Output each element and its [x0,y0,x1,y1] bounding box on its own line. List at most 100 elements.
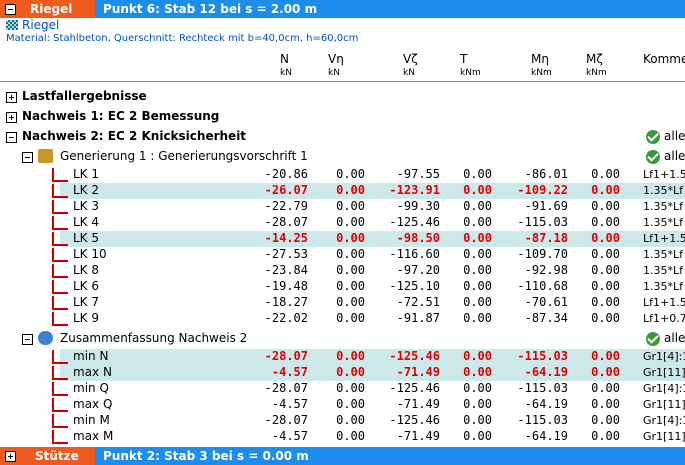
row-icon [52,398,68,412]
row-name[interactable]: max N [73,365,112,379]
row-icon [52,216,68,230]
column-unit: kN [280,68,292,78]
cell: -109.22 [517,183,568,197]
row-highlight [60,349,685,365]
row-icon [52,248,68,262]
cell: 0.00 [591,365,620,379]
cell: 0.00 [336,349,365,363]
row-name[interactable]: LK 9 [73,311,100,325]
cell: -125.46 [389,215,440,229]
group-label[interactable]: Generierung 1 : Generierungsvorschrift 1 [60,149,308,163]
cell: 0.00 [591,429,620,443]
row-name[interactable]: max M [73,429,114,443]
cell: -20.86 [264,167,308,181]
row-name[interactable]: min M [73,413,110,427]
collapse-toggle[interactable] [5,4,16,15]
cell: -115.03 [517,349,568,363]
cell: -115.03 [517,381,568,395]
tree-node[interactable]: Nachweis 2: EC 2 Knicksicherheit [22,129,247,143]
group-icon [38,331,53,345]
cell: 0.00 [336,247,365,261]
row-icon [52,168,68,182]
comment: 1.35*Lf [643,216,683,229]
cell: 0.00 [591,263,620,277]
comment: 1.35*Lf [643,200,683,213]
section-tab[interactable] [0,447,95,465]
status: alle [664,331,685,345]
cell: 0.00 [336,413,365,427]
status: alle [664,129,685,143]
cell: 0.00 [336,167,365,181]
row-name[interactable]: LK 2 [73,183,100,197]
row-highlight [60,365,685,381]
row-name[interactable]: LK 4 [73,215,100,229]
cell: -64.19 [524,365,568,379]
cell: -14.25 [264,231,308,245]
column-header: N [280,52,289,66]
cell: -22.02 [264,311,308,325]
comment: Gr1[4]:1 [643,382,685,395]
row-name[interactable]: LK 8 [73,263,100,277]
row-name[interactable]: LK 1 [73,167,100,181]
member-icon [6,20,18,30]
header-line [0,81,685,82]
row-name[interactable]: LK 3 [73,199,100,213]
row-icon [52,200,68,214]
cell: -116.60 [389,247,440,261]
row-name[interactable]: LK 10 [73,247,107,261]
cell: -4.57 [271,365,308,379]
tree-toggle[interactable] [6,132,17,143]
row-icon [52,430,68,444]
cell: -23.84 [264,263,308,277]
tree-node[interactable]: Lastfallergebnisse [22,89,147,103]
row-highlight [60,231,685,247]
cell: 0.00 [336,183,365,197]
cell: 0.00 [591,247,620,261]
section-tab[interactable] [0,0,95,18]
row-icon [52,296,68,310]
footer-bar[interactable]: Stütze Punkt 2: Stab 3 bei s = 0.00 m [0,447,685,465]
cell: -64.19 [524,397,568,411]
row-icon [52,382,68,396]
cell: -28.07 [264,381,308,395]
group-label[interactable]: Zusammenfassung Nachweis 2 [60,331,248,345]
status-icon [646,130,660,144]
cell: 0.00 [591,413,620,427]
column-unit: kNm [531,68,552,78]
cell: 0.00 [463,183,492,197]
cell: 0.00 [591,311,620,325]
row-name[interactable]: LK 5 [73,231,100,245]
row-icon [52,414,68,428]
expand-toggle[interactable] [5,451,16,462]
tree-toggle[interactable] [6,92,17,103]
row-name[interactable]: LK 7 [73,295,100,309]
row-name[interactable]: min N [73,349,109,363]
cell: 0.00 [463,311,492,325]
cell: 0.00 [336,231,365,245]
tree-toggle[interactable] [22,334,33,345]
tree-toggle[interactable] [22,152,33,163]
cell: -28.07 [264,215,308,229]
tree-toggle[interactable] [6,112,17,123]
column-unit: kN [328,68,340,78]
tree-node[interactable]: Nachweis 1: EC 2 Bemessung [22,109,220,123]
row-name[interactable]: LK 6 [73,279,100,293]
cell: -64.19 [524,429,568,443]
comment: Lf1+1.5 [643,168,685,181]
row-name[interactable]: min Q [73,381,109,395]
row-name[interactable]: max Q [73,397,113,411]
comment: Lf1+1.5 [643,296,685,309]
header-bar[interactable]: Riegel Punkt 6: Stab 12 bei s = 2.00 m [0,0,685,18]
cell: 0.00 [336,381,365,395]
member-material: Material: Stahlbeton, Querschnitt: Recht… [6,33,359,44]
row-highlight [60,183,685,199]
cell: 0.00 [336,263,365,277]
row-icon [52,312,68,326]
group-icon [38,149,53,163]
comment: Lf1+0.7 [643,312,685,325]
cell: -97.55 [396,167,440,181]
member-name: Riegel [22,18,60,32]
cell: -26.07 [264,183,308,197]
cell: 0.00 [591,397,620,411]
comment: Gr1[4]:1 [643,414,685,427]
